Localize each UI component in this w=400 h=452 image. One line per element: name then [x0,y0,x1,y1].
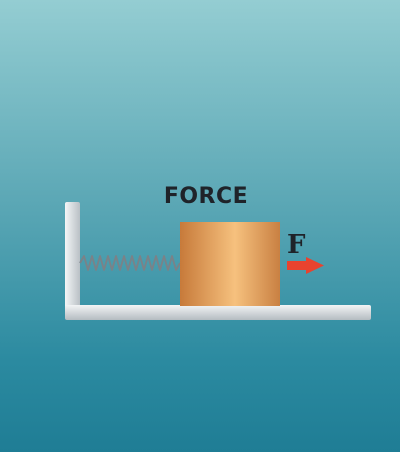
floor [65,305,371,320]
wall [65,202,80,308]
block [180,222,280,306]
diagram-title: FORCE [163,184,249,209]
force-label: F [287,230,306,260]
spring [79,255,181,271]
force-arrow [287,257,324,274]
